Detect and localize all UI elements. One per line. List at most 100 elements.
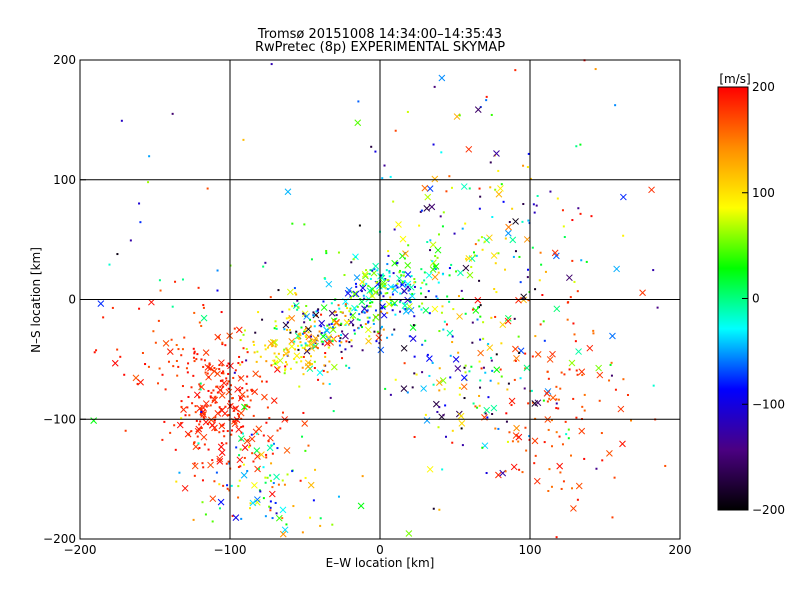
data-point-dot bbox=[504, 268, 507, 271]
data-point-cross bbox=[509, 236, 517, 244]
data-point-cross bbox=[546, 356, 554, 363]
data-point-dot bbox=[265, 421, 268, 424]
data-point-cross bbox=[276, 357, 284, 364]
data-point-dot bbox=[563, 236, 566, 239]
data-point-dot bbox=[237, 496, 240, 499]
data-point-cross bbox=[617, 405, 625, 413]
data-point-cross bbox=[196, 405, 204, 412]
data-point-cross bbox=[609, 332, 616, 340]
data-point-dot bbox=[413, 372, 416, 375]
data-point-dot bbox=[308, 344, 311, 347]
data-point-dot bbox=[286, 473, 289, 476]
data-point-dot bbox=[575, 145, 578, 148]
data-point-dot bbox=[565, 433, 568, 436]
data-point-dot bbox=[483, 240, 486, 243]
data-point-cross bbox=[404, 262, 412, 269]
data-point-dot bbox=[230, 384, 233, 387]
data-point-dot bbox=[438, 330, 441, 333]
data-point-dot bbox=[457, 351, 460, 354]
data-point-dot bbox=[180, 417, 183, 420]
data-point-dot bbox=[349, 313, 352, 316]
data-point-dot bbox=[301, 435, 304, 438]
data-point-dot bbox=[370, 295, 373, 298]
data-point-dot bbox=[490, 113, 493, 116]
data-point-cross bbox=[513, 354, 520, 362]
data-point-dot bbox=[202, 304, 205, 307]
data-point-dot bbox=[600, 432, 603, 435]
data-point-dot bbox=[203, 443, 206, 446]
data-point-dot bbox=[480, 236, 483, 239]
data-point-dot bbox=[286, 348, 289, 351]
data-point-dot bbox=[576, 373, 579, 376]
data-point-dot bbox=[398, 269, 401, 272]
data-point-cross bbox=[396, 274, 403, 282]
data-point-dot bbox=[354, 282, 357, 285]
colorbar-tick-label: 0 bbox=[752, 292, 760, 306]
data-point-dot bbox=[275, 512, 278, 515]
data-point-dot bbox=[583, 409, 586, 412]
data-point-dot bbox=[441, 273, 444, 276]
data-point-cross bbox=[293, 352, 301, 360]
data-point-dot bbox=[227, 372, 230, 375]
data-point-dot bbox=[303, 223, 306, 226]
data-point-dot bbox=[382, 328, 385, 331]
data-point-dot bbox=[326, 371, 329, 374]
data-point-dot bbox=[283, 348, 286, 351]
data-point-cross bbox=[220, 379, 228, 387]
data-point-dot bbox=[444, 404, 447, 407]
data-point-dot bbox=[320, 313, 323, 316]
data-point-dot bbox=[506, 388, 509, 391]
data-point-dot bbox=[180, 400, 183, 403]
data-point-dot bbox=[193, 360, 196, 363]
data-point-dot bbox=[231, 429, 234, 432]
data-point-cross bbox=[216, 455, 224, 463]
data-point-dot bbox=[205, 405, 208, 408]
data-point-dot bbox=[458, 393, 461, 396]
data-point-cross bbox=[364, 326, 372, 334]
data-point-dot bbox=[298, 337, 301, 340]
data-point-cross bbox=[239, 391, 246, 399]
data-point-dot bbox=[543, 441, 546, 444]
data-point-dot bbox=[264, 261, 267, 264]
data-point-cross bbox=[231, 420, 239, 428]
data-point-dot bbox=[550, 419, 553, 422]
data-point-cross bbox=[483, 406, 491, 414]
data-point-dot bbox=[226, 429, 229, 432]
data-point-cross bbox=[477, 349, 484, 357]
data-point-dot bbox=[340, 341, 343, 344]
data-point-cross bbox=[211, 396, 219, 404]
data-point-dot bbox=[180, 422, 183, 425]
data-point-dot bbox=[309, 516, 312, 519]
data-point-dot bbox=[332, 338, 335, 341]
data-point-dot bbox=[250, 388, 253, 391]
data-point-cross bbox=[307, 481, 315, 489]
data-point-dot bbox=[528, 435, 531, 438]
data-point-dot bbox=[402, 274, 405, 277]
data-point-dot bbox=[573, 280, 576, 283]
data-point-dot bbox=[271, 517, 274, 520]
data-point-dot bbox=[276, 429, 279, 432]
data-point-dot bbox=[464, 371, 467, 374]
data-point-dot bbox=[406, 110, 409, 113]
data-point-cross bbox=[510, 463, 518, 471]
data-point-dot bbox=[220, 389, 223, 392]
data-point-dot bbox=[433, 85, 436, 88]
data-point-dot bbox=[301, 366, 304, 369]
data-point-dot bbox=[237, 415, 240, 418]
data-point-dot bbox=[413, 278, 416, 281]
data-point-dot bbox=[433, 265, 436, 268]
data-point-dot bbox=[295, 361, 298, 364]
data-point-cross bbox=[372, 262, 380, 270]
data-point-dot bbox=[368, 272, 371, 275]
data-point-dot bbox=[490, 316, 493, 319]
data-point-dot bbox=[262, 265, 265, 268]
data-point-dot bbox=[458, 386, 461, 389]
data-point-dot bbox=[374, 309, 377, 312]
data-point-dot bbox=[581, 405, 584, 408]
data-point-dot bbox=[367, 320, 370, 323]
data-point-dot bbox=[138, 202, 141, 205]
data-point-dot bbox=[226, 382, 229, 385]
data-point-dot bbox=[320, 332, 323, 335]
data-point-dot bbox=[480, 367, 483, 370]
data-point-cross bbox=[232, 405, 240, 412]
